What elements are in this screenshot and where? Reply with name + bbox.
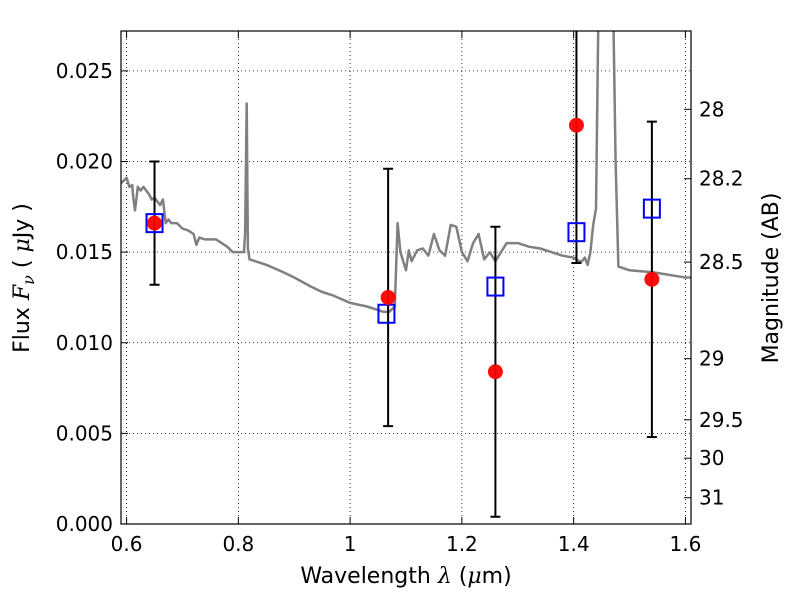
plot-area [121, 31, 691, 518]
y2-tick-label: 29.5 [699, 408, 744, 432]
y-axis-label: Flux Fν ( μJy ) [10, 203, 38, 353]
spectrum-line [121, 31, 691, 314]
y2-axis-label: Magnitude (AB) [759, 193, 784, 364]
y2-tick-label: 28 [699, 97, 724, 121]
y2-axis-ticks: 28 28.2 28.5 29 29.5 30 31 [684, 97, 744, 510]
y-axis-ticks: 0.000 0.005 0.010 0.015 0.020 0.025 [56, 59, 128, 536]
y2-tick-label: 28.5 [699, 250, 744, 274]
y2-tick-label: 28.2 [699, 167, 744, 191]
x-axis-label: Wavelength λ (μm) [300, 564, 511, 589]
y-tick-label: 0.010 [56, 331, 113, 355]
circle-marker [147, 215, 163, 231]
y2-tick-label: 30 [699, 446, 724, 470]
y2-tick-label: 29 [699, 347, 724, 371]
x-tick-label: 1.6 [670, 532, 702, 556]
x-tick-label: 1.4 [558, 532, 590, 556]
square-marker [486, 276, 505, 297]
data-markers [145, 117, 661, 380]
x-tick-label: 0.8 [222, 532, 254, 556]
plot-frame [120, 30, 692, 525]
square-marker [567, 222, 586, 243]
square-marker [377, 303, 396, 324]
y-tick-label: 0.000 [56, 512, 113, 536]
grid [121, 31, 691, 525]
y-tick-label: 0.015 [56, 240, 113, 264]
y-tick-label: 0.025 [56, 59, 113, 83]
circle-marker [644, 271, 660, 287]
x-axis-ticks: 0.6 0.8 1 1.2 1.4 1.6 [111, 31, 702, 556]
y2-tick-label: 31 [699, 486, 724, 510]
square-marker [145, 213, 164, 234]
x-tick-label: 1 [344, 532, 357, 556]
x-tick-label: 0.6 [111, 532, 143, 556]
square-marker [642, 198, 661, 219]
y-tick-label: 0.020 [56, 150, 113, 174]
circle-marker [568, 117, 584, 133]
y-tick-label: 0.005 [56, 421, 113, 445]
circle-marker [487, 364, 503, 380]
model-spectrum [121, 31, 691, 314]
circle-marker [380, 289, 396, 305]
x-tick-label: 1.2 [446, 532, 478, 556]
